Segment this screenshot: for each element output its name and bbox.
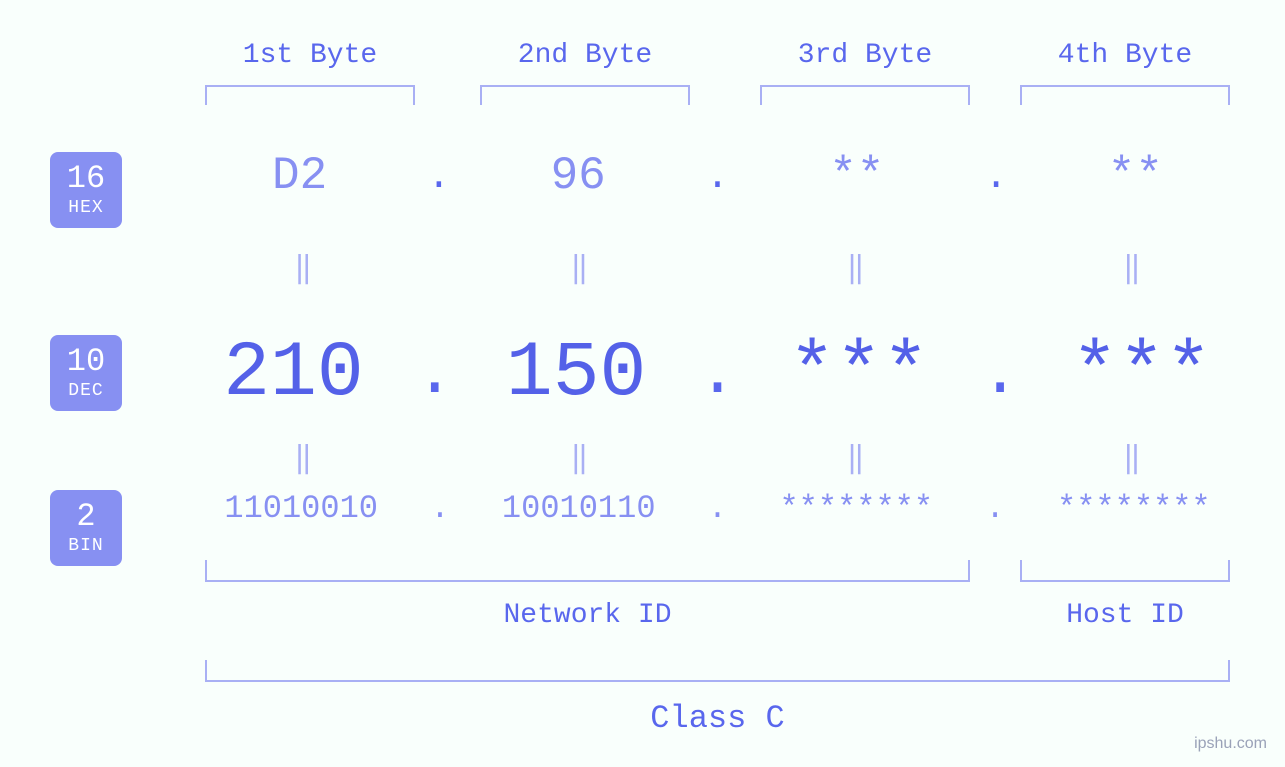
watermark: ipshu.com: [1194, 735, 1267, 753]
diagram-root: 1st Byte 2nd Byte 3rd Byte 4th Byte 16 H…: [0, 0, 1285, 767]
base-badge-hex: 16 HEX: [50, 152, 122, 228]
base-badge-bin: 2 BIN: [50, 490, 122, 566]
dec-byte-4: ***: [1028, 330, 1255, 418]
hex-dot-2: .: [698, 154, 737, 199]
bin-byte-2: 10010110: [458, 490, 700, 527]
dec-dot-3: .: [972, 337, 1028, 412]
dec-row: 210 . 150 . *** . ***: [180, 330, 1255, 418]
equals-row-1: ‖ ‖ ‖ ‖: [180, 250, 1255, 287]
hex-dot-1: .: [419, 154, 458, 199]
top-bracket-3: [760, 85, 970, 105]
dec-dot-2: .: [690, 337, 746, 412]
hex-row: D2 . 96 . ** . **: [180, 150, 1255, 202]
hex-byte-2: 96: [459, 150, 698, 202]
host-id-label: Host ID: [1020, 600, 1230, 631]
equals-row-2: ‖ ‖ ‖ ‖: [180, 440, 1255, 477]
eq-2-2: ‖: [456, 440, 702, 477]
class-bracket: [205, 660, 1230, 682]
bin-byte-4: ********: [1013, 490, 1255, 527]
eq-1-3: ‖: [733, 250, 979, 287]
bin-byte-1: 11010010: [180, 490, 422, 527]
dec-dot-1: .: [407, 337, 463, 412]
bin-dot-1: .: [422, 490, 457, 527]
byte-header-4: 4th Byte: [1020, 40, 1230, 71]
bin-row: 11010010 . 10010110 . ******** . *******…: [180, 490, 1255, 527]
top-bracket-2: [480, 85, 690, 105]
dec-byte-3: ***: [745, 330, 972, 418]
bin-byte-3: ********: [735, 490, 977, 527]
eq-1-2: ‖: [456, 250, 702, 287]
hex-byte-3: **: [737, 150, 976, 202]
bin-dot-2: .: [700, 490, 735, 527]
dec-byte-1: 210: [180, 330, 407, 418]
top-bracket-1: [205, 85, 415, 105]
network-id-label: Network ID: [205, 600, 970, 631]
eq-1-1: ‖: [180, 250, 426, 287]
class-label: Class C: [205, 700, 1230, 737]
byte-header-2: 2nd Byte: [480, 40, 690, 71]
network-id-bracket: [205, 560, 970, 582]
hex-byte-1: D2: [180, 150, 419, 202]
base-num-bin: 2: [76, 499, 95, 536]
base-label-hex: HEX: [68, 198, 103, 219]
base-label-bin: BIN: [68, 536, 103, 557]
eq-2-3: ‖: [733, 440, 979, 477]
base-num-dec: 10: [67, 344, 105, 381]
hex-dot-3: .: [976, 154, 1015, 199]
base-num-hex: 16: [67, 161, 105, 198]
top-bracket-4: [1020, 85, 1230, 105]
eq-2-1: ‖: [180, 440, 426, 477]
dec-byte-2: 150: [463, 330, 690, 418]
byte-header-1: 1st Byte: [205, 40, 415, 71]
bin-dot-3: .: [977, 490, 1012, 527]
base-label-dec: DEC: [68, 381, 103, 402]
eq-2-4: ‖: [1009, 440, 1255, 477]
base-badge-dec: 10 DEC: [50, 335, 122, 411]
byte-header-3: 3rd Byte: [760, 40, 970, 71]
host-id-bracket: [1020, 560, 1230, 582]
eq-1-4: ‖: [1009, 250, 1255, 287]
hex-byte-4: **: [1016, 150, 1255, 202]
